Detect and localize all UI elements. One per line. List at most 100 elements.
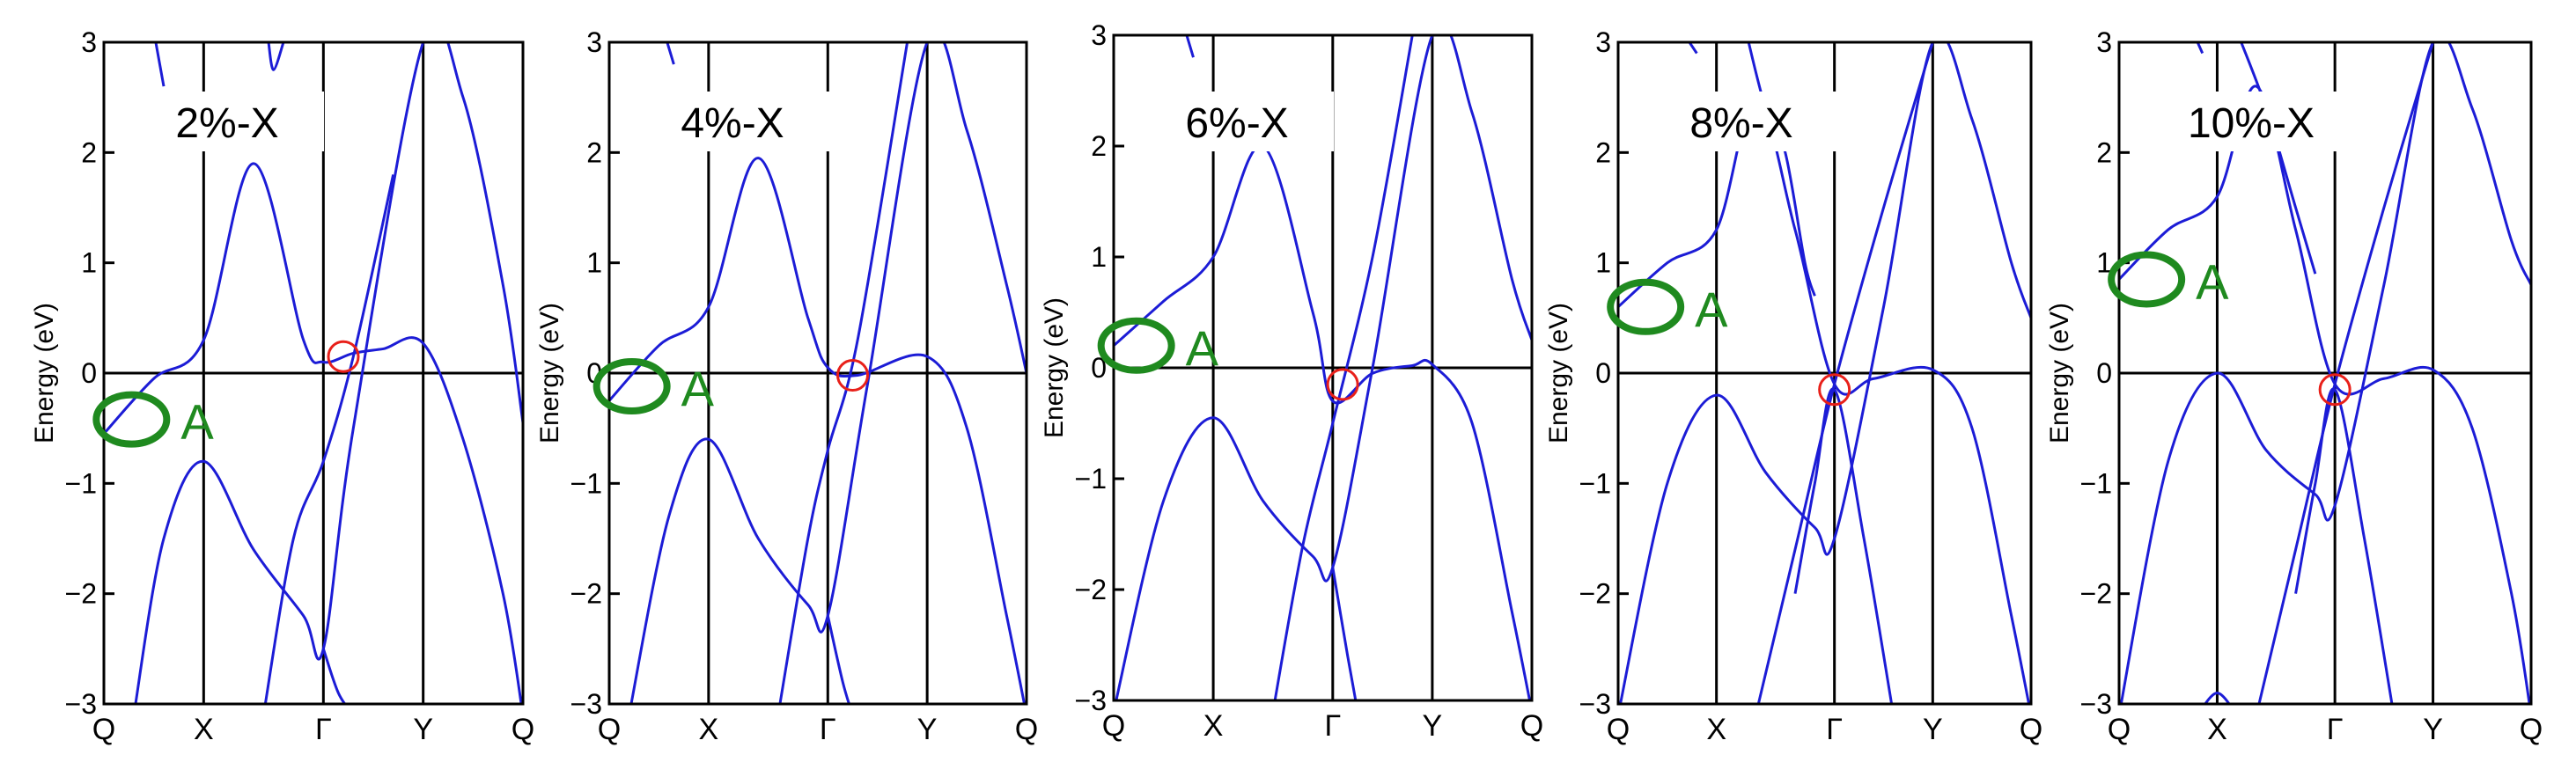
- band-line: [1793, 387, 1894, 704]
- band-line: [154, 42, 166, 87]
- y-tick-label: −1: [1075, 463, 1107, 495]
- y-tick-label: 2: [2096, 136, 2112, 168]
- y-tick-label: 2: [81, 136, 97, 168]
- band-line: [629, 42, 1027, 704]
- x-tick-label: Y: [1423, 709, 1443, 743]
- valley-a-label: A: [1695, 282, 1728, 337]
- band-line: [2119, 84, 2531, 704]
- band-line: [134, 42, 523, 704]
- band-line: [1114, 144, 1532, 700]
- y-tick-label: −1: [2080, 467, 2112, 499]
- x-tick-label: Q: [1015, 713, 1038, 746]
- panel-title-background: [1645, 92, 1838, 151]
- y-tick-label: −1: [65, 467, 97, 499]
- x-tick-label: X: [1203, 709, 1224, 743]
- y-tick-label: 2: [1595, 136, 1611, 168]
- x-tick-label: Γ: [1826, 713, 1843, 746]
- x-tick-label: Q: [512, 713, 534, 746]
- y-tick-label: −2: [1075, 574, 1107, 605]
- y-tick-label: −3: [570, 688, 602, 720]
- y-axis-label: Energy (eV): [30, 303, 59, 443]
- x-tick-label: X: [194, 713, 214, 746]
- band-line: [2203, 691, 2231, 704]
- y-tick-label: 0: [1595, 357, 1611, 389]
- panel-title: 8%-X: [1689, 100, 1792, 147]
- x-tick-label: Q: [1102, 709, 1125, 743]
- x-tick-label: Y: [2423, 713, 2443, 746]
- y-tick-label: −3: [65, 688, 97, 720]
- y-tick-label: 1: [81, 247, 97, 279]
- x-tick-label: Y: [413, 713, 433, 746]
- band-line: [2294, 387, 2394, 704]
- band-crossing-marker: [2318, 373, 2352, 407]
- valley-a-marker: [592, 358, 671, 415]
- y-axis-label: Energy (eV): [1544, 303, 1573, 443]
- y-tick-label: 1: [1091, 241, 1107, 273]
- y-axis-label: Energy (eV): [535, 303, 564, 443]
- x-tick-label: Q: [598, 713, 621, 746]
- valley-a-marker: [1607, 278, 1685, 335]
- band-line: [2240, 42, 2317, 275]
- panel-title: 6%-X: [1185, 100, 1288, 147]
- band-line: [609, 157, 1027, 704]
- valley-a-label: A: [681, 361, 715, 416]
- y-axis-label: Energy (eV): [2045, 303, 2074, 443]
- band-line: [321, 648, 347, 704]
- band-line: [2119, 42, 2531, 704]
- y-tick-label: −3: [1075, 685, 1107, 716]
- x-tick-label: Y: [917, 713, 938, 746]
- y-tick-label: 0: [2096, 357, 2112, 389]
- panel-title: 2%-X: [175, 100, 278, 147]
- band-crossing-marker: [1818, 373, 1851, 407]
- band-line: [1618, 96, 2031, 704]
- valley-a-marker: [2108, 251, 2186, 308]
- x-tick-label: Γ: [2327, 713, 2344, 746]
- band-line: [1688, 42, 1698, 55]
- band-line: [1747, 42, 1816, 297]
- band-crossing-marker: [836, 359, 869, 392]
- x-tick-label: Γ: [1324, 709, 1341, 743]
- y-tick-label: 0: [81, 357, 97, 389]
- x-tick-label: Y: [1923, 713, 1943, 746]
- band-crossing-marker: [1326, 368, 1359, 401]
- x-tick-label: Q: [2108, 713, 2131, 746]
- band-line: [2196, 42, 2204, 55]
- x-tick-label: Q: [92, 713, 115, 746]
- valley-a-marker: [1097, 317, 1175, 374]
- band-line: [1756, 42, 1934, 704]
- panel-title: 4%-X: [681, 100, 784, 147]
- y-axis-label: Energy (eV): [1040, 297, 1069, 438]
- x-tick-label: Q: [1607, 713, 1630, 746]
- x-tick-label: Γ: [820, 713, 836, 746]
- band-line: [1273, 35, 1414, 700]
- band-line: [1331, 567, 1358, 700]
- x-tick-label: X: [2207, 713, 2227, 746]
- x-tick-label: X: [1706, 713, 1726, 746]
- x-tick-label: Γ: [315, 713, 332, 746]
- y-tick-label: 3: [586, 26, 602, 58]
- band-series-group: [609, 42, 1027, 704]
- y-tick-label: 2: [1091, 130, 1107, 162]
- panel-title-background: [1140, 92, 1334, 151]
- x-tick-label: Q: [2020, 713, 2042, 746]
- panel-title: 10%-X: [2188, 100, 2315, 147]
- panel-title-background: [130, 92, 324, 151]
- x-tick-label: Q: [2520, 713, 2543, 746]
- x-tick-label: X: [699, 713, 719, 746]
- x-tick-label: Q: [1520, 709, 1543, 743]
- band-line: [1185, 35, 1195, 58]
- y-tick-label: 3: [1091, 19, 1107, 51]
- y-tick-label: 3: [81, 26, 97, 58]
- y-tick-label: 1: [2096, 247, 2112, 279]
- valley-a-label: A: [2196, 253, 2229, 309]
- y-tick-label: 3: [2096, 26, 2112, 58]
- y-tick-label: −2: [2080, 578, 2112, 610]
- y-tick-label: −2: [65, 578, 97, 610]
- band-crossing-marker: [327, 340, 360, 373]
- y-tick-label: 2: [586, 136, 602, 168]
- y-tick-label: −1: [570, 467, 602, 499]
